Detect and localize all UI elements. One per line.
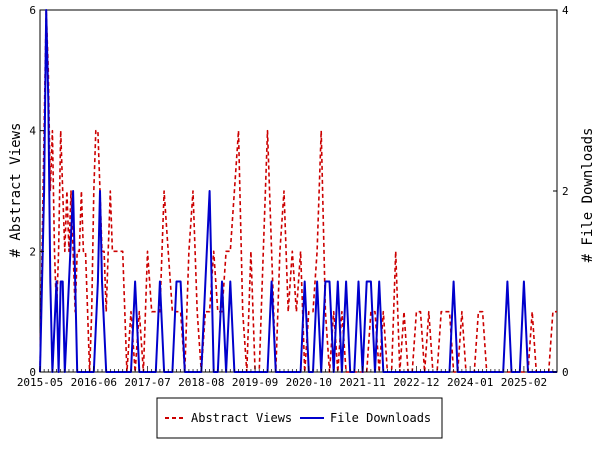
y-left-tick-label: 6 bbox=[29, 4, 36, 17]
x-tick-label: 2020-10 bbox=[286, 376, 332, 389]
x-tick-label: 2025-02 bbox=[501, 376, 547, 389]
plot-area bbox=[39, 9, 558, 373]
x-tick-label: 2021-11 bbox=[339, 376, 385, 389]
y-left-tick-label: 2 bbox=[29, 245, 36, 258]
axes: 0 2 4 6 0 2 4 2015-05 2016-06 2017-07 2018-08 2019-… bbox=[17, 4, 569, 389]
x-tick-label: 2019-09 bbox=[232, 376, 278, 389]
y-left-tick-label: 4 bbox=[29, 125, 36, 138]
y-right-tick-label: 4 bbox=[562, 4, 569, 17]
plot-frame bbox=[39, 9, 558, 373]
x-tick-label: 2015-05 bbox=[17, 376, 63, 389]
legend-label-file-downloads: File Downloads bbox=[330, 411, 431, 425]
y-left-tick-label: 0 bbox=[29, 366, 36, 379]
x-tick-label: 2016-06 bbox=[71, 376, 117, 389]
y-axis-right-title: # File Downloads bbox=[580, 128, 596, 263]
x-tick-label: 2018-08 bbox=[178, 376, 224, 389]
y-right-tick-label: 0 bbox=[562, 366, 569, 379]
x-tick-label: 2024-01 bbox=[447, 376, 493, 389]
legend-label-abstract-views: Abstract Views bbox=[191, 411, 292, 425]
series-layer bbox=[39, 9, 557, 373]
y-right-tick-label: 2 bbox=[562, 185, 569, 198]
x-tick-label: 2022-12 bbox=[393, 376, 439, 389]
series-line-file-downloads bbox=[39, 9, 557, 373]
legend: Abstract Views File Downloads bbox=[156, 397, 443, 439]
y-axis-left-title: # Abstract Views bbox=[8, 123, 24, 258]
legend-box bbox=[156, 397, 443, 439]
x-tick-label: 2017-07 bbox=[124, 376, 170, 389]
